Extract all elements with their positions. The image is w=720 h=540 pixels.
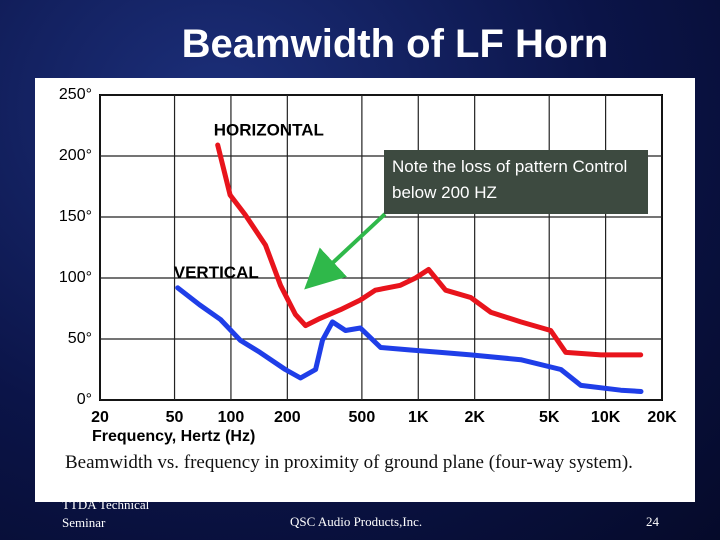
figure [35, 78, 695, 502]
page-number: 24 [646, 514, 659, 529]
series-label: VERTICAL [174, 263, 259, 282]
x-tick-label: 200 [274, 409, 301, 426]
y-tick-label: 100° [59, 269, 92, 286]
y-tick-label: 0° [77, 391, 92, 408]
x-axis-label: Frequency, Hertz (Hz) [92, 428, 255, 445]
x-tick-label: 500 [349, 409, 376, 426]
y-tick-label: 200° [59, 147, 92, 164]
data-line [175, 285, 644, 394]
y-tick-label: 150° [59, 208, 92, 225]
footer-center: QSC Audio Products,Inc. [290, 514, 423, 529]
plot: 0° 50° 100° 150° 200° 250° 20 50 100 200 500 1K 2K 5K… [59, 86, 677, 445]
x-tick-label: 20 [91, 409, 109, 426]
y-tick-label: 50° [68, 330, 92, 347]
x-tick-label: 20K [647, 409, 677, 426]
series-label: HORIZONTAL [214, 121, 324, 140]
x-tick-label: 1K [408, 409, 429, 426]
caption: Beamwidth vs. frequency in proximity of … [65, 452, 633, 473]
x-tick-label: 50 [166, 409, 184, 426]
annotation-arrow [304, 212, 387, 290]
y-tick-label: 250° [59, 86, 92, 103]
x-tick-label: 100 [218, 409, 245, 426]
slide-title: Beamwidth of LF Horn [181, 22, 609, 66]
data-line [215, 142, 644, 358]
x-tick-label: 10K [591, 409, 621, 426]
x-tick-label: 2K [464, 409, 485, 426]
annotation-note: Note the loss of pattern Control below 2… [384, 150, 648, 214]
x-tick-label: 5K [539, 409, 560, 426]
